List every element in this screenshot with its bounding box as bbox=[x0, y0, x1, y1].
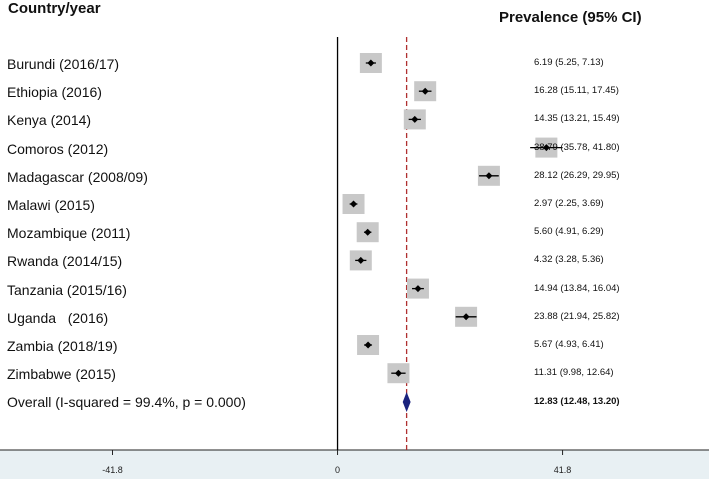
study-label: Zambia (2018/19) bbox=[7, 338, 118, 354]
study-ci-text: 14.94 (13.84, 16.04) bbox=[534, 282, 620, 294]
study-label: Uganda (2016) bbox=[7, 309, 109, 326]
study-point-estimate bbox=[367, 59, 375, 67]
study-label: Tanzania (2015/16) bbox=[7, 281, 127, 298]
header-prevalence: Prevalence (95% CI) bbox=[499, 9, 642, 26]
x-tick-label: -41.8 bbox=[102, 465, 123, 475]
study-label: Comoros (2012) bbox=[7, 140, 109, 157]
study-ci-text: 5.67 (4.93, 6.41) bbox=[534, 339, 604, 350]
study-point-estimate bbox=[411, 115, 419, 123]
x-axis-band bbox=[0, 450, 709, 479]
study-point-estimate bbox=[364, 228, 372, 236]
study-label: Malawi (2015) bbox=[7, 197, 95, 213]
study-point-estimate bbox=[542, 144, 550, 152]
study-point-estimate bbox=[414, 285, 422, 293]
study-point-estimate bbox=[357, 256, 365, 264]
study-ci-text: 38.79 (35.78, 41.80) bbox=[534, 141, 620, 153]
study-label: Burundi (2016/17) bbox=[7, 56, 120, 72]
study-point-estimate bbox=[462, 313, 470, 321]
study-point-estimate bbox=[421, 87, 429, 95]
x-tick-label: 0 bbox=[335, 465, 341, 475]
study-point-estimate bbox=[485, 172, 493, 180]
study-ci-text: 11.31 (9.98, 12.64) bbox=[534, 367, 614, 379]
study-label: Ethiopia (2016) bbox=[7, 84, 102, 101]
study-label: Zimbabwe (2015) bbox=[7, 366, 116, 383]
study-ci-text: 28.12 (26.29, 29.95) bbox=[534, 169, 620, 181]
header-country-year: Country/year bbox=[8, 0, 101, 17]
study-ci-text: 5.60 (4.91, 6.29) bbox=[534, 226, 604, 238]
overall-diamond bbox=[402, 392, 411, 412]
study-ci-text: 16.28 (15.11, 17.45) bbox=[534, 85, 619, 97]
study-ci-text: 23.88 (21.94, 25.82) bbox=[534, 310, 620, 322]
overall-ci-text: 12.83 (12.48, 13.20) bbox=[534, 396, 620, 407]
study-ci-text: 2.97 (2.25, 3.69) bbox=[534, 198, 604, 209]
overall-label: Overall (I-squared = 99.4%, p = 0.000) bbox=[7, 394, 246, 410]
study-label: Kenya (2014) bbox=[7, 112, 92, 129]
study-ci-text: 6.19 (5.25, 7.13) bbox=[534, 57, 604, 68]
study-label: Mozambique (2011) bbox=[7, 225, 131, 242]
x-tick-label: 41.8 bbox=[553, 465, 572, 475]
study-label: Madagascar (2008/09) bbox=[7, 168, 148, 185]
study-ci-text: 4.32 (3.28, 5.36) bbox=[534, 254, 604, 266]
study-ci-text: 14.35 (13.21, 15.49) bbox=[534, 113, 620, 125]
study-point-estimate bbox=[350, 200, 358, 208]
study-label: Rwanda (2014/15) bbox=[7, 253, 123, 270]
study-point-estimate bbox=[394, 369, 402, 377]
study-point-estimate bbox=[364, 341, 372, 349]
